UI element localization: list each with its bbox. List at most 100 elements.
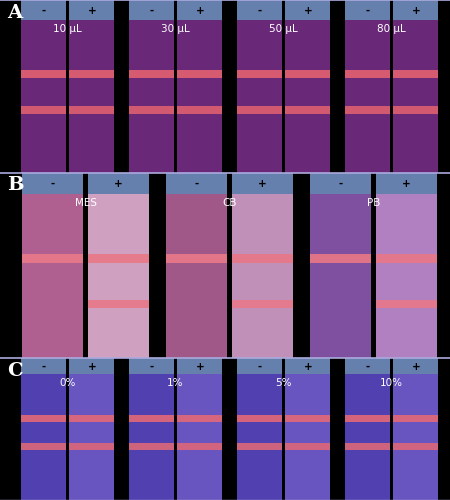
Bar (177, 70, 222, 78)
Text: +: + (87, 362, 96, 372)
Text: +: + (195, 362, 204, 372)
Text: 10%: 10% (380, 378, 403, 388)
Bar (0, 172, 450, 358)
Text: +: + (87, 6, 96, 16)
Bar (393, 70, 438, 78)
Text: +: + (195, 6, 204, 16)
Text: -: - (149, 362, 153, 372)
Text: CB: CB (222, 198, 237, 208)
Bar (285, 106, 330, 114)
Bar (345, 106, 390, 114)
Text: 80 μL: 80 μL (377, 24, 406, 34)
Bar (69, 442, 114, 450)
Bar (129, 358, 174, 374)
Bar (22, 194, 83, 358)
Bar (232, 300, 293, 308)
Bar (345, 0, 390, 20)
Text: -: - (50, 179, 54, 189)
Bar (376, 254, 437, 262)
Bar (393, 415, 438, 422)
Text: 5%: 5% (275, 378, 292, 388)
Bar (69, 358, 114, 374)
Bar (177, 442, 222, 450)
Bar (21, 0, 66, 20)
Text: 30 μL: 30 μL (161, 24, 190, 34)
Bar (232, 194, 293, 358)
Text: +: + (411, 362, 420, 372)
Bar (21, 20, 66, 172)
Bar (129, 70, 174, 78)
Text: 10 μL: 10 μL (53, 24, 82, 34)
Bar (285, 20, 330, 172)
Text: -: - (365, 362, 369, 372)
Bar (237, 374, 282, 500)
Bar (69, 415, 114, 422)
Bar (237, 106, 282, 114)
Bar (345, 20, 390, 172)
Bar (376, 194, 437, 358)
Text: +: + (402, 179, 411, 189)
Bar (88, 194, 149, 358)
Bar (129, 106, 174, 114)
Text: 1%: 1% (167, 378, 184, 388)
Bar (129, 0, 174, 20)
Bar (129, 415, 174, 422)
Bar (345, 358, 390, 374)
Bar (232, 254, 293, 262)
Bar (285, 442, 330, 450)
Bar (393, 106, 438, 114)
Bar (310, 194, 371, 358)
Bar (285, 358, 330, 374)
Bar (166, 172, 227, 194)
Text: PB: PB (367, 198, 380, 208)
Bar (177, 0, 222, 20)
Bar (345, 415, 390, 422)
Bar (376, 300, 437, 308)
Text: +: + (303, 6, 312, 16)
Text: -: - (41, 362, 45, 372)
Bar (0, 0, 450, 172)
Bar (129, 20, 174, 172)
Bar (88, 300, 149, 308)
Bar (285, 0, 330, 20)
Bar (88, 254, 149, 262)
Bar (237, 358, 282, 374)
Text: -: - (365, 6, 369, 16)
Bar (376, 172, 437, 194)
Bar (129, 374, 174, 500)
Text: 50 μL: 50 μL (269, 24, 298, 34)
Text: A: A (7, 4, 22, 22)
Bar (310, 254, 371, 262)
Bar (21, 415, 66, 422)
Bar (237, 442, 282, 450)
Bar (345, 442, 390, 450)
Bar (177, 415, 222, 422)
Text: C: C (7, 362, 22, 380)
Text: -: - (194, 179, 198, 189)
Bar (393, 374, 438, 500)
Bar (0, 358, 450, 500)
Bar (237, 20, 282, 172)
Bar (22, 172, 83, 194)
Text: -: - (257, 362, 261, 372)
Bar (21, 358, 66, 374)
Text: -: - (338, 179, 342, 189)
Bar (21, 106, 66, 114)
Bar (177, 20, 222, 172)
Bar (88, 172, 149, 194)
Text: -: - (149, 6, 153, 16)
Text: -: - (41, 6, 45, 16)
Bar (69, 106, 114, 114)
Bar (393, 0, 438, 20)
Bar (285, 70, 330, 78)
Bar (232, 172, 293, 194)
Bar (393, 20, 438, 172)
Bar (285, 374, 330, 500)
Bar (21, 70, 66, 78)
Bar (69, 70, 114, 78)
Bar (393, 358, 438, 374)
Text: +: + (114, 179, 123, 189)
Text: -: - (257, 6, 261, 16)
Text: MES: MES (75, 198, 96, 208)
Bar (237, 70, 282, 78)
